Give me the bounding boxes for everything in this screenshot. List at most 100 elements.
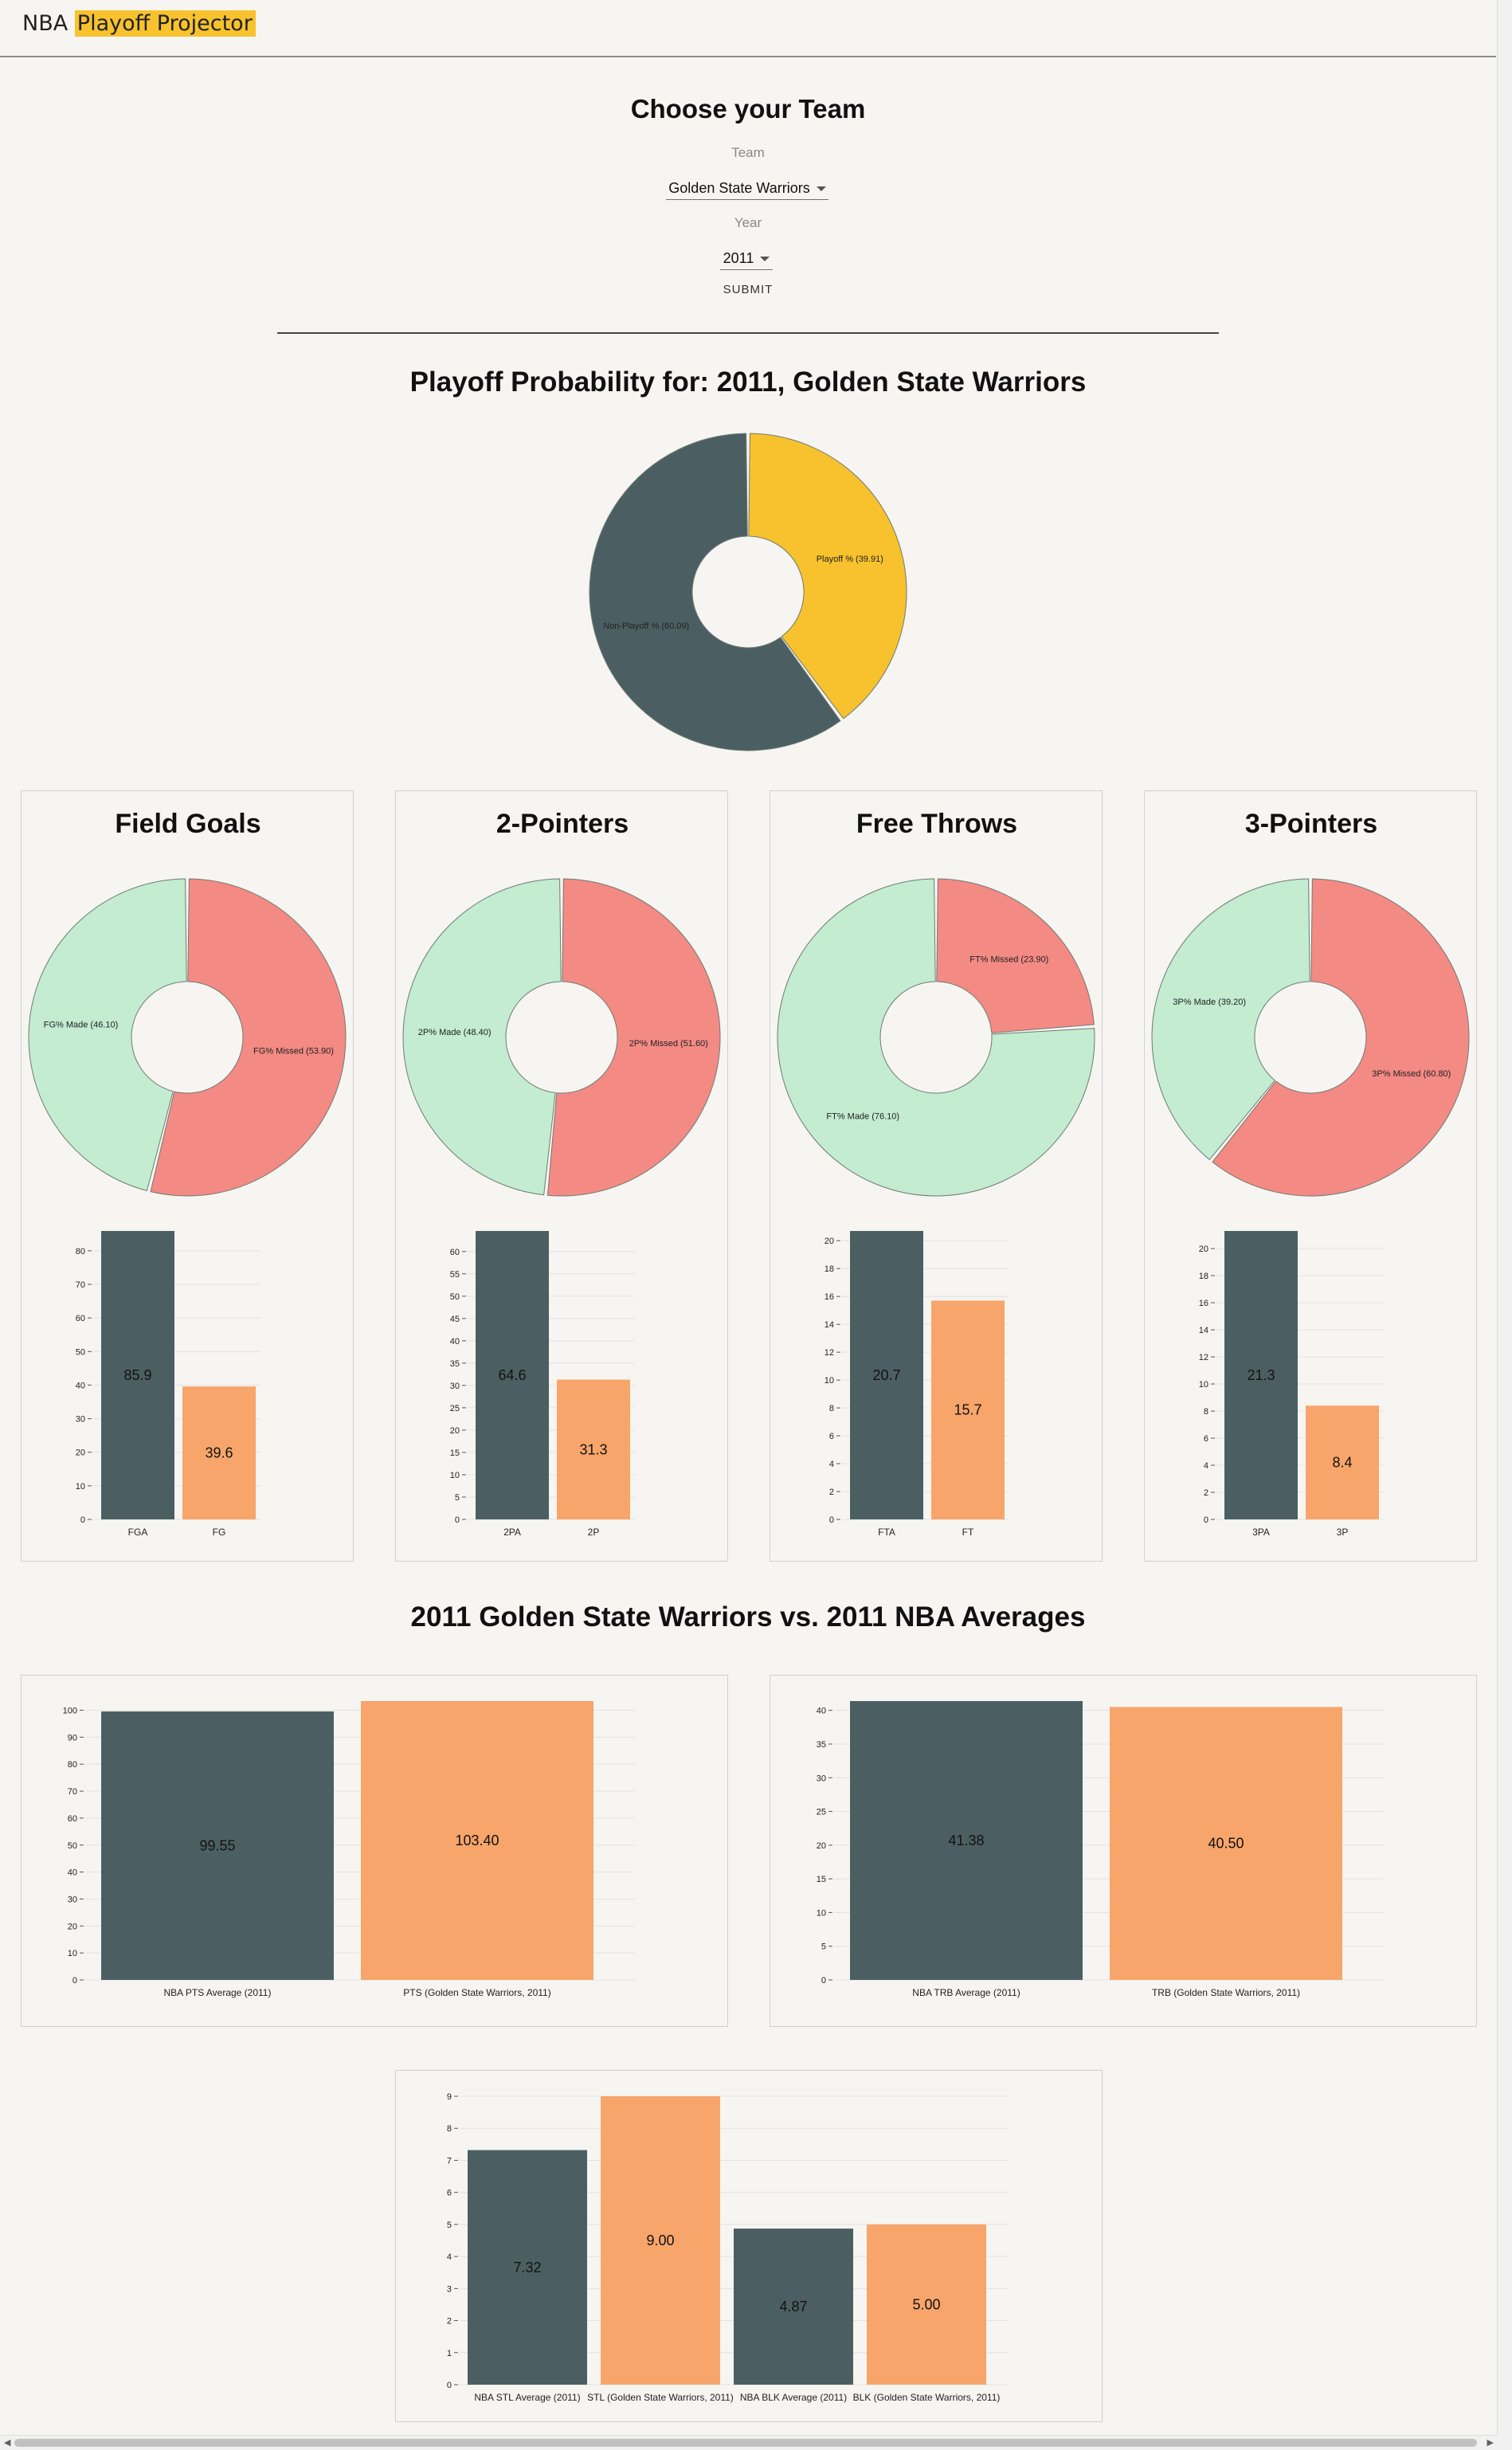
bar[interactable] (101, 1711, 334, 1980)
pie-slice[interactable] (1151, 878, 1310, 1160)
pie-slice[interactable] (936, 878, 1095, 1033)
y-tick-label: 1 (447, 2349, 452, 2358)
card-trb-comparison: 0 5 10 15 20 25 30 35 40 41.38 NBA TRB Average (20… (770, 1675, 1477, 2027)
stl-blk-bar-chart: 0 1 2 3 4 5 6 7 8 9 7.32 NBA STL Average (2011) 9.00… (447, 2092, 1009, 2403)
pie-slice-label: FG% Made (46.10) (44, 1021, 119, 1030)
y-tick-label: 0 (80, 1515, 85, 1525)
bar[interactable] (361, 1701, 593, 1980)
pie-slice-label: FG% Missed (53.90) (253, 1046, 334, 1056)
y-tick-label: 10 (76, 1482, 85, 1492)
x-tick-label: 2P (588, 1527, 600, 1538)
y-tick-label: 6 (447, 2189, 452, 2198)
scroll-right-icon[interactable]: ▶ (1487, 2438, 1494, 2448)
fg-donut-chart: FG% Missed (53.90) FG% Made (46.10) (28, 878, 347, 1197)
p3-donut-chart: 3P% Missed (60.80) 3P% Made (39.20) (1151, 878, 1470, 1197)
bar-value-label: 39.6 (205, 1445, 233, 1461)
bar[interactable] (557, 1379, 630, 1519)
y-tick-label: 2 (829, 1488, 834, 1497)
y-tick-label: 25 (450, 1404, 460, 1413)
year-select[interactable]: 2011 (720, 247, 773, 270)
team-select[interactable]: Golden State Warriors (666, 177, 828, 200)
bar-value-label: 9.00 (646, 2232, 674, 2248)
scrollbar-thumb[interactable] (14, 2439, 1477, 2447)
y-tick-label: 45 (450, 1315, 460, 1324)
pie-slice-label: 3P% Made (39.20) (1173, 998, 1246, 1007)
fg-bar-chart: 0 10 20 30 40 50 60 70 80 85.9 FGA 39.6 FG (76, 1231, 260, 1538)
y-tick-label: 90 (68, 1733, 77, 1742)
y-tick-label: 0 (829, 1515, 834, 1525)
y-tick-label: 50 (76, 1347, 85, 1357)
card-title-3-pointers: 3-Pointers (1244, 809, 1378, 839)
y-tick-label: 40 (450, 1337, 460, 1347)
horizontal-scrollbar[interactable]: ◀ ▶ (0, 2435, 1498, 2450)
bar-value-label: 8.4 (1332, 1455, 1352, 1471)
bar[interactable] (101, 1231, 174, 1519)
y-tick-label: 18 (1199, 1272, 1208, 1281)
pie-slice[interactable] (402, 878, 562, 1196)
y-tick-label: 20 (450, 1426, 460, 1436)
bar-value-label: 40.50 (1208, 1836, 1244, 1852)
bar-value-label: 5.00 (912, 2296, 940, 2312)
y-tick-label: 10 (825, 1376, 834, 1386)
y-tick-label: 16 (1199, 1299, 1208, 1308)
y-tick-label: 20 (1199, 1245, 1208, 1254)
pie-slice[interactable] (150, 878, 347, 1197)
scroll-left-icon[interactable]: ◀ (4, 2438, 11, 2448)
bar-value-label: 15.7 (954, 1402, 981, 1418)
y-tick-label: 20 (68, 1922, 77, 1931)
pie-slice[interactable] (589, 433, 841, 751)
bar[interactable] (182, 1386, 256, 1519)
y-tick-label: 35 (817, 1740, 826, 1750)
vertical-scrollbar[interactable] (1497, 0, 1512, 2450)
pie-slice[interactable] (748, 433, 907, 719)
pie-slice-label: 2P% Made (48.40) (418, 1028, 492, 1037)
card-2-pointers: 2-Pointers 2P% Missed (51.60) 2P% Made (4… (395, 790, 728, 1562)
y-tick-label: 40 (68, 1868, 77, 1878)
card-free-throws: Free Throws FT% Missed (23.90) FT% Made (… (770, 790, 1103, 1562)
y-tick-label: 14 (1199, 1326, 1208, 1335)
pie-slice[interactable] (28, 878, 187, 1191)
y-tick-label: 0 (455, 1515, 460, 1525)
y-tick-label: 20 (76, 1448, 85, 1458)
y-tick-label: 2 (447, 2317, 452, 2327)
submit-button[interactable]: SUBMIT (708, 282, 788, 297)
x-tick-label: FT (962, 1527, 974, 1538)
bar[interactable] (850, 1231, 923, 1519)
team-select-value: Golden State Warriors (668, 180, 810, 196)
y-tick-label: 60 (76, 1314, 85, 1323)
y-tick-label: 0 (447, 2381, 452, 2390)
y-tick-label: 6 (829, 1432, 834, 1441)
y-tick-label: 100 (63, 1707, 77, 1716)
y-tick-label: 0 (821, 1976, 826, 1985)
bar[interactable] (931, 1300, 1005, 1519)
pie-slice[interactable] (546, 878, 721, 1197)
y-tick-label: 12 (1199, 1353, 1208, 1362)
year-select-value: 2011 (723, 250, 754, 266)
y-tick-label: 6 (1204, 1434, 1208, 1444)
y-tick-label: 35 (450, 1359, 460, 1369)
bar[interactable] (867, 2224, 986, 2385)
bar[interactable] (476, 1231, 549, 1519)
bar[interactable] (1224, 1231, 1298, 1519)
brand-logo[interactable]: NBA Playoff Projector (22, 10, 256, 38)
pie-slice[interactable] (1212, 878, 1470, 1197)
bar[interactable] (734, 2229, 853, 2385)
bar-value-label: 31.3 (579, 1441, 607, 1457)
x-tick-label: FG (213, 1527, 226, 1538)
y-tick-label: 5 (455, 1493, 460, 1503)
bar[interactable] (468, 2150, 587, 2385)
bar[interactable] (1110, 1707, 1342, 1980)
bar[interactable] (1306, 1405, 1379, 1519)
bar[interactable] (601, 2096, 720, 2385)
y-tick-label: 40 (76, 1381, 85, 1390)
y-tick-label: 8 (1204, 1407, 1208, 1417)
bar-value-label: 103.40 (455, 1833, 499, 1848)
x-tick-label: NBA TRB Average (2011) (912, 1987, 1020, 1998)
bar-value-label: 64.6 (498, 1367, 526, 1383)
y-tick-label: 16 (825, 1292, 834, 1302)
bar[interactable] (850, 1701, 1083, 1980)
pie-slice[interactable] (777, 878, 1095, 1197)
x-tick-label: 3PA (1252, 1527, 1270, 1538)
pie-slice-label: 3P% Missed (60.80) (1372, 1069, 1451, 1079)
card-title-field-goals: Field Goals (115, 809, 261, 839)
